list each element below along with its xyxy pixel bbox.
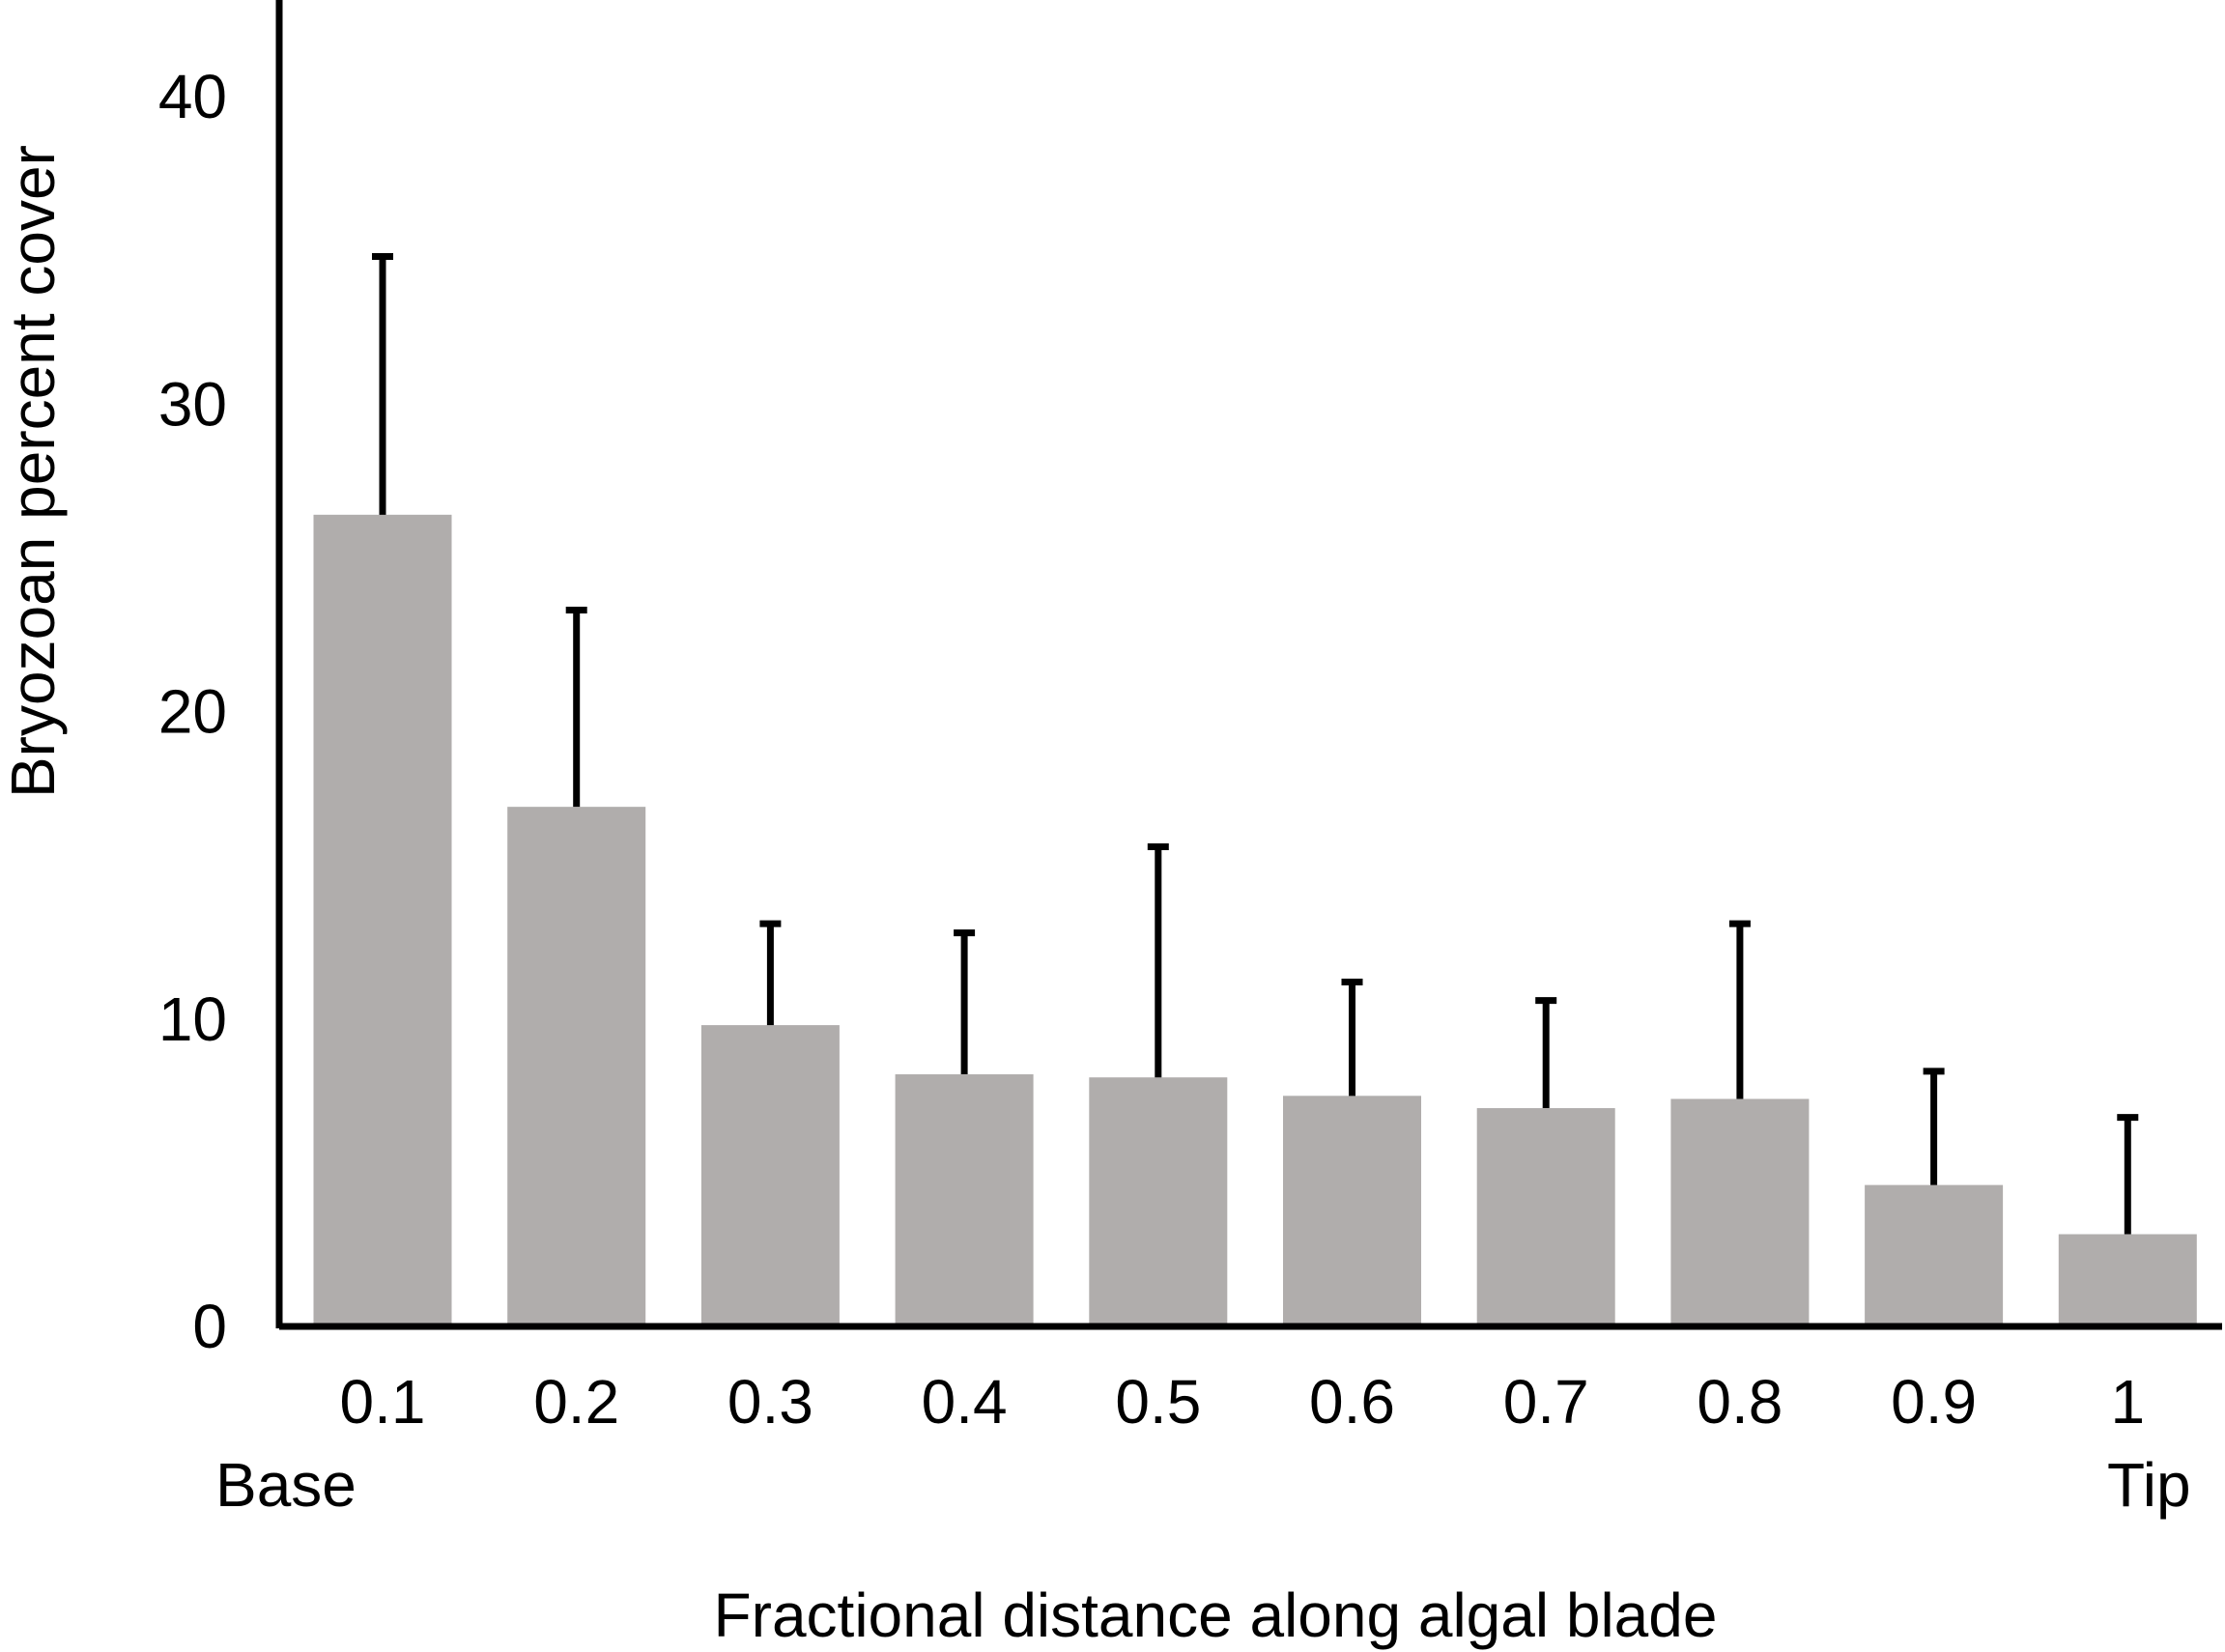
error-bar-0.3 [759, 920, 782, 1026]
x-end-label: Tip [2107, 1450, 2191, 1520]
bar-0.2 [507, 807, 646, 1326]
x-start-label: Base [215, 1450, 357, 1520]
y-axis-title: Bryozoan percent cover [0, 145, 68, 798]
error-bars-layer [372, 252, 2139, 1235]
x-tick-label: 0.4 [922, 1367, 1008, 1437]
x-tick-label: 1 [2111, 1367, 2146, 1437]
bars-layer [313, 514, 2197, 1326]
bar-0.4 [895, 1074, 1034, 1326]
error-bar-0.1 [372, 252, 393, 515]
x-tick-label: 0.9 [1891, 1367, 1977, 1437]
x-tick-label: 0.1 [340, 1367, 426, 1437]
y-tick-label: 40 [158, 62, 227, 131]
y-tick-label: 20 [158, 677, 227, 747]
error-bar-0.5 [1147, 843, 1169, 1078]
x-tick-label: 0.3 [727, 1367, 813, 1437]
x-tick-label: 0.2 [533, 1367, 619, 1437]
x-tick-label: 0.7 [1503, 1367, 1589, 1437]
error-bar-1 [2117, 1114, 2139, 1235]
error-bar-0.9 [1923, 1068, 1945, 1185]
x-tick-label: 0.6 [1309, 1367, 1395, 1437]
bar-0.5 [1089, 1077, 1228, 1326]
x-tick-label: 0.8 [1697, 1367, 1783, 1437]
x-tick-labels: 0.1 0.2 0.3 0.4 0.5 0.6 0.7 0.8 0.9 1 [340, 1367, 2146, 1437]
y-tick-labels: 0 10 20 30 40 [158, 62, 227, 1361]
error-bar-0.6 [1341, 979, 1363, 1097]
bar-0.9 [1865, 1184, 2004, 1326]
error-bar-0.7 [1535, 997, 1557, 1109]
bar-1 [2058, 1234, 2197, 1326]
y-tick-label: 30 [158, 369, 227, 439]
y-tick-label: 0 [192, 1292, 227, 1361]
bar-0.6 [1283, 1096, 1421, 1326]
error-bar-0.8 [1728, 920, 1751, 1099]
error-bar-0.4 [954, 929, 976, 1075]
bar-0.3 [700, 1025, 840, 1326]
bar-0.7 [1476, 1108, 1615, 1326]
x-axis-title: Fractional distance along algal blade [714, 1581, 1718, 1650]
bar-0.8 [1670, 1098, 1810, 1326]
x-tick-label: 0.5 [1115, 1367, 1201, 1437]
bar-0.1 [313, 514, 452, 1326]
error-bar-0.2 [565, 606, 587, 808]
y-tick-label: 10 [158, 984, 227, 1054]
